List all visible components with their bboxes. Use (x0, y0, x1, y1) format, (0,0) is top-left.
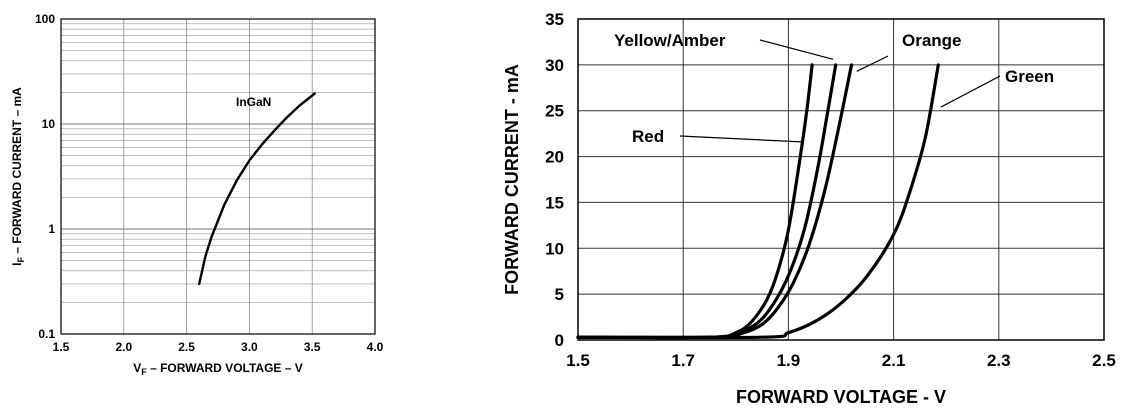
left-y-tick-100: 100 (35, 12, 55, 26)
left-x-tick-2-5: 2.5 (178, 340, 195, 354)
left-y-axis-label-sub: F (16, 256, 26, 262)
right-series-labels: Red Yellow/Amber Orange Green (614, 31, 1054, 146)
right-x-tick-1-5: 1.5 (566, 351, 590, 370)
right-x-tick-2-1: 2.1 (882, 351, 906, 370)
right-series (576, 63, 940, 340)
left-y-tick-1: 1 (48, 222, 55, 236)
right-y-tick-25: 25 (545, 102, 564, 121)
right-y-tick-5: 5 (555, 285, 564, 304)
left-x-axis-label-main: V (133, 361, 141, 375)
left-y-axis-label-rest: – FORWARD CURRENT – mA (10, 87, 24, 257)
left-plot-frame (60, 18, 376, 335)
left-x-axis-label: VF – FORWARD VOLTAGE – V (133, 361, 303, 377)
left-gridlines (60, 19, 376, 335)
right-x-axis-label: FORWARD VOLTAGE - V (736, 387, 946, 407)
right-x-tick-labels: 1.5 1.7 1.9 2.1 2.3 2.5 (566, 351, 1116, 370)
left-series: InGaN (198, 92, 316, 286)
right-series-label-red: Red (632, 127, 664, 146)
right-x-tick-2-5: 2.5 (1092, 351, 1116, 370)
right-series-line-green (576, 63, 940, 340)
left-series-line-ingan (198, 92, 316, 286)
left-x-tick-labels: 1.5 2.0 2.5 3.0 3.5 4.0 (53, 340, 384, 354)
left-x-tick-3-5: 3.5 (304, 340, 321, 354)
right-y-axis-label: FORWARD CURRENT - mA (502, 64, 522, 295)
right-leader-green (940, 75, 1001, 108)
left-x-tick-1-5: 1.5 (53, 340, 70, 354)
right-y-tick-30: 30 (545, 56, 564, 75)
right-plot-frame (577, 18, 1105, 341)
right-series-label-orange: Orange (902, 31, 962, 50)
left-x-axis-label-sub: F (141, 367, 147, 377)
left-x-tick-4-0: 4.0 (367, 340, 384, 354)
right-leader-orange (856, 55, 889, 72)
left-y-tick-labels: 0.1 1 10 100 (35, 12, 55, 341)
left-x-tick-3-0: 3.0 (241, 340, 258, 354)
right-y-tick-labels: 0 5 10 15 20 25 30 35 (545, 10, 564, 350)
right-series-label-green: Green (1005, 67, 1054, 86)
left-y-tick-10: 10 (42, 117, 56, 131)
left-y-axis-label: IF – FORWARD CURRENT – mA (10, 87, 26, 266)
left-y-axis-label-main: I (10, 262, 24, 265)
right-y-tick-0: 0 (555, 331, 564, 350)
left-x-axis-label-rest: – FORWARD VOLTAGE – V (147, 361, 303, 375)
right-y-tick-20: 20 (545, 148, 564, 167)
left-series-label-ingan: InGaN (236, 95, 271, 109)
right-leader-yellow-amber (759, 39, 834, 60)
right-y-tick-15: 15 (545, 193, 564, 212)
right-y-tick-10: 10 (545, 239, 564, 258)
right-chart-led-colors: 1.5 1.7 1.9 2.1 2.3 2.5 0 5 10 15 20 25 30 35 Red Yel… (502, 10, 1116, 407)
left-y-tick-0-1: 0.1 (38, 327, 55, 341)
right-x-tick-2-3: 2.3 (987, 351, 1011, 370)
right-series-line-yellow-amber (576, 63, 838, 340)
right-leader-red (679, 135, 802, 143)
right-y-tick-35: 35 (545, 10, 564, 29)
right-x-tick-1-7: 1.7 (671, 351, 695, 370)
right-series-label-yellow-amber: Yellow/Amber (614, 31, 726, 50)
left-x-tick-2-0: 2.0 (115, 340, 132, 354)
right-x-tick-1-9: 1.9 (777, 351, 801, 370)
